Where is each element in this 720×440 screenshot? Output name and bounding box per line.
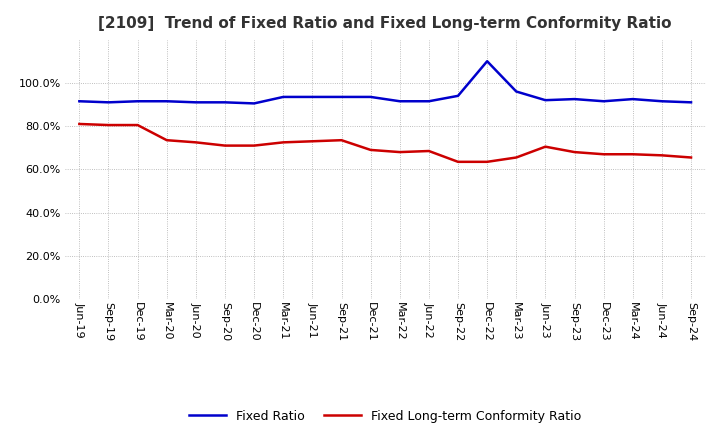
- Line: Fixed Long-term Conformity Ratio: Fixed Long-term Conformity Ratio: [79, 124, 691, 162]
- Fixed Ratio: [104, 100, 113, 105]
- Fixed Ratio: [279, 94, 287, 99]
- Legend: Fixed Ratio, Fixed Long-term Conformity Ratio: Fixed Ratio, Fixed Long-term Conformity …: [184, 405, 587, 428]
- Fixed Ratio: [133, 99, 142, 104]
- Fixed Long-term Conformity Ratio: [366, 147, 375, 153]
- Fixed Long-term Conformity Ratio: [599, 152, 608, 157]
- Fixed Long-term Conformity Ratio: [308, 139, 317, 144]
- Fixed Long-term Conformity Ratio: [133, 122, 142, 128]
- Fixed Long-term Conformity Ratio: [395, 150, 404, 155]
- Fixed Ratio: [425, 99, 433, 104]
- Fixed Ratio: [454, 93, 462, 99]
- Title: [2109]  Trend of Fixed Ratio and Fixed Long-term Conformity Ratio: [2109] Trend of Fixed Ratio and Fixed Lo…: [99, 16, 672, 32]
- Fixed Long-term Conformity Ratio: [657, 153, 666, 158]
- Fixed Ratio: [570, 96, 579, 102]
- Fixed Long-term Conformity Ratio: [483, 159, 492, 165]
- Fixed Ratio: [75, 99, 84, 104]
- Fixed Ratio: [629, 96, 637, 102]
- Fixed Long-term Conformity Ratio: [163, 138, 171, 143]
- Fixed Long-term Conformity Ratio: [425, 148, 433, 154]
- Fixed Long-term Conformity Ratio: [75, 121, 84, 127]
- Fixed Ratio: [512, 89, 521, 94]
- Fixed Ratio: [599, 99, 608, 104]
- Fixed Long-term Conformity Ratio: [570, 150, 579, 155]
- Fixed Ratio: [687, 100, 696, 105]
- Fixed Long-term Conformity Ratio: [541, 144, 550, 149]
- Fixed Ratio: [395, 99, 404, 104]
- Fixed Long-term Conformity Ratio: [687, 155, 696, 160]
- Fixed Long-term Conformity Ratio: [337, 138, 346, 143]
- Fixed Ratio: [163, 99, 171, 104]
- Fixed Long-term Conformity Ratio: [454, 159, 462, 165]
- Fixed Ratio: [337, 94, 346, 99]
- Fixed Long-term Conformity Ratio: [192, 140, 200, 145]
- Line: Fixed Ratio: Fixed Ratio: [79, 61, 691, 103]
- Fixed Ratio: [250, 101, 258, 106]
- Fixed Ratio: [192, 100, 200, 105]
- Fixed Long-term Conformity Ratio: [512, 155, 521, 160]
- Fixed Long-term Conformity Ratio: [104, 122, 113, 128]
- Fixed Long-term Conformity Ratio: [220, 143, 229, 148]
- Fixed Ratio: [220, 100, 229, 105]
- Fixed Ratio: [541, 98, 550, 103]
- Fixed Ratio: [657, 99, 666, 104]
- Fixed Long-term Conformity Ratio: [250, 143, 258, 148]
- Fixed Ratio: [483, 59, 492, 64]
- Fixed Ratio: [366, 94, 375, 99]
- Fixed Long-term Conformity Ratio: [629, 152, 637, 157]
- Fixed Ratio: [308, 94, 317, 99]
- Fixed Long-term Conformity Ratio: [279, 140, 287, 145]
